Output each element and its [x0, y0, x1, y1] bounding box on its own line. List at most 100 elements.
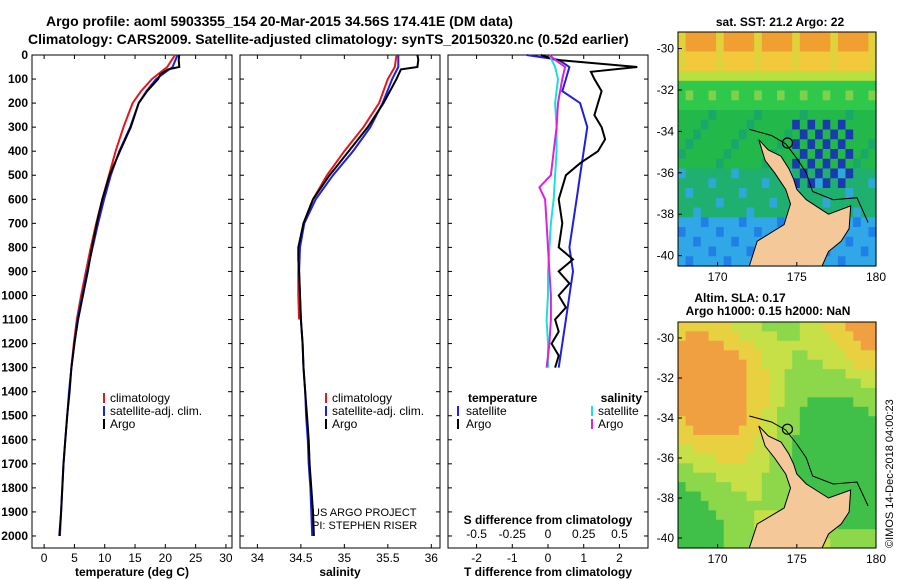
- map-cell: [807, 110, 816, 121]
- map-cell: [853, 529, 862, 540]
- map-cell: [815, 397, 824, 408]
- map-cell: [769, 331, 778, 342]
- map-cell: [769, 61, 778, 72]
- map-cell: [716, 340, 725, 351]
- map-cell: [738, 168, 748, 179]
- map-cell: [815, 178, 824, 189]
- map-cell: [807, 397, 816, 408]
- map-cell: [837, 453, 847, 464]
- map-cell: [708, 207, 717, 218]
- map-cell: [860, 236, 869, 248]
- map-cell: [678, 331, 687, 342]
- map-cell: [860, 387, 869, 398]
- map-cell: [868, 149, 877, 160]
- map-cell: [815, 340, 824, 351]
- map-cell: [700, 359, 709, 370]
- map-cell: [761, 61, 770, 72]
- map-cell: [853, 100, 862, 111]
- map-cell: [723, 444, 732, 455]
- depth-tick-label: 1400: [1, 385, 28, 399]
- map-cell: [799, 168, 808, 179]
- map-cell: [807, 359, 816, 370]
- map-cell: [716, 491, 725, 502]
- map-cell: [815, 444, 824, 455]
- map-cell: [693, 322, 702, 332]
- map-cell: [761, 197, 770, 209]
- map-cell: [784, 378, 793, 389]
- map-cell: [754, 119, 763, 131]
- map-cell: [731, 149, 740, 160]
- map-cell: [754, 378, 763, 389]
- map-cell: [678, 80, 687, 92]
- x-tick-label: 34.5: [289, 551, 313, 565]
- map-cell: [860, 529, 869, 540]
- map-cell: [830, 188, 839, 199]
- map-cell: [708, 397, 717, 408]
- map-cell: [845, 236, 854, 248]
- map-cell: [754, 397, 763, 408]
- map-cell: [777, 61, 786, 72]
- map-cell: [731, 397, 740, 408]
- map-cell: [746, 168, 755, 179]
- map-cell: [693, 406, 702, 417]
- map-cell: [761, 322, 770, 332]
- map-cell: [860, 472, 869, 483]
- map-cell: [731, 256, 740, 267]
- map-cell: [754, 482, 763, 493]
- map-cell: [784, 444, 793, 455]
- map-cell: [693, 350, 702, 361]
- map-cell: [860, 500, 869, 511]
- map-cell: [700, 387, 709, 398]
- map-cell: [685, 100, 694, 111]
- map-cell: [792, 350, 801, 361]
- map-cell: [853, 51, 862, 62]
- map-cell: [678, 236, 687, 248]
- map-cell: [685, 236, 694, 248]
- map-cell: [761, 90, 770, 101]
- map-cell: [678, 397, 687, 408]
- map-cell: [700, 340, 709, 351]
- map-cell: [769, 397, 778, 408]
- map-y-tick-label: -30: [657, 42, 675, 56]
- map-cell: [845, 80, 854, 92]
- x-axis-label: T difference from climatology: [464, 565, 632, 579]
- map-cell: [807, 350, 816, 361]
- map-cell: [678, 482, 687, 493]
- map-cell: [761, 463, 770, 474]
- map-cell: [868, 472, 877, 483]
- map-cell: [860, 435, 869, 445]
- map-cell: [700, 246, 709, 257]
- map-cell: [830, 322, 839, 332]
- map-cell: [815, 425, 824, 436]
- map-cell: [723, 529, 732, 540]
- map-cell: [807, 406, 816, 417]
- legend-label: Argo: [332, 417, 358, 431]
- map-cell: [685, 119, 694, 131]
- map-cell: [815, 188, 824, 199]
- map-cell: [799, 406, 808, 417]
- map-cell: [678, 406, 687, 417]
- map-cell: [678, 129, 687, 140]
- map-cell: [837, 100, 847, 111]
- map-cell: [868, 444, 877, 455]
- map-cell: [792, 41, 801, 53]
- map-cell: [693, 256, 702, 267]
- map-cell: [837, 71, 847, 82]
- map-cell: [792, 425, 801, 436]
- map-cell: [830, 51, 839, 62]
- map-cell: [678, 110, 687, 121]
- map-cell: [792, 397, 801, 408]
- x-tick-label: 0: [41, 551, 48, 565]
- map-cell: [761, 425, 770, 436]
- map-cell: [761, 510, 770, 521]
- map-cell: [708, 168, 717, 179]
- map-cell: [738, 256, 748, 267]
- legend-label: Argo: [598, 417, 624, 431]
- map-cell: [868, 378, 877, 389]
- x-tick-label: 5: [71, 551, 78, 565]
- map-cell: [738, 378, 748, 389]
- map-cell: [693, 472, 702, 483]
- map-cell: [693, 359, 702, 370]
- map-cell: [738, 519, 748, 530]
- map-cell: [708, 129, 717, 140]
